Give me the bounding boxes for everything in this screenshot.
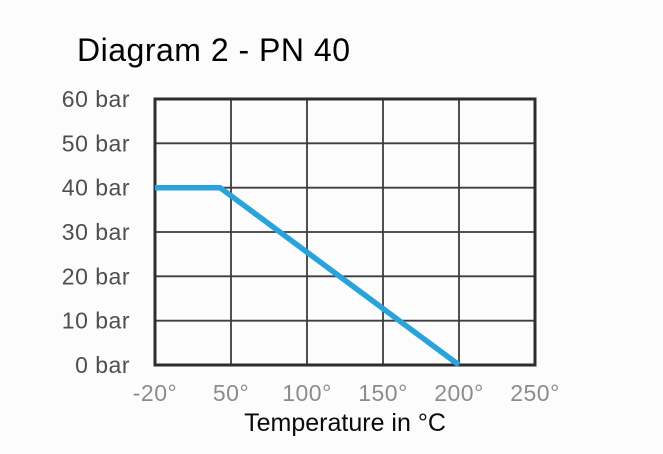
y-tick-label: 40 bar — [62, 175, 130, 201]
chart-title: Diagram 2 - PN 40 — [77, 32, 351, 68]
x-tick-label: 250° — [510, 380, 560, 406]
y-tick-label: 60 bar — [62, 86, 130, 112]
y-tick-label: 0 bar — [75, 352, 130, 378]
x-tick-label: -20° — [133, 380, 177, 406]
x-tick-label: 150° — [358, 380, 408, 406]
x-tick-label: 50° — [213, 380, 249, 406]
x-tick-label: 200° — [434, 380, 484, 406]
y-tick-label: 10 bar — [62, 308, 130, 334]
y-tick-label: 30 bar — [62, 219, 130, 245]
y-tick-label: 50 bar — [62, 130, 130, 156]
x-axis-title: Temperature in °C — [244, 409, 446, 437]
x-tick-label: 100° — [282, 380, 332, 406]
y-tick-label: 20 bar — [62, 263, 130, 289]
plot-border — [153, 97, 537, 367]
pressure-limit-line — [155, 184, 461, 368]
